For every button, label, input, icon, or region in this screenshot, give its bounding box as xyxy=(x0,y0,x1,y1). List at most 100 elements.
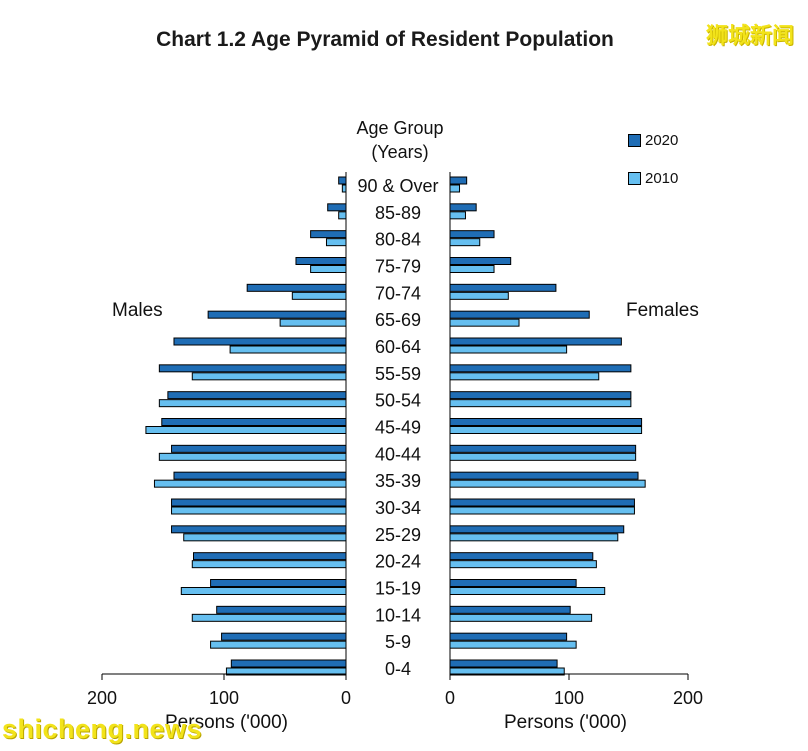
watermark-logo-bottom: shicheng.news xyxy=(2,714,203,744)
bar-males-2020-60-64 xyxy=(173,337,347,346)
age-group-label: 0-4 xyxy=(385,659,411,679)
age-group-label: 5-9 xyxy=(385,632,411,652)
bar-females-2020-55-59 xyxy=(449,364,632,373)
bar-females-2020-5-9 xyxy=(449,632,568,641)
bar-males-2010-55-59 xyxy=(191,372,347,381)
age-group-label: 45-49 xyxy=(375,418,421,438)
age-group-label: 80-84 xyxy=(375,230,421,250)
bar-females-2010-75-79 xyxy=(449,265,495,273)
bar-females-2020-35-39 xyxy=(449,471,639,480)
bar-females-2010-90-and-Over xyxy=(449,184,461,193)
bar-females-2010-50-54 xyxy=(449,399,632,408)
bar-females-2020-0-4 xyxy=(449,659,558,668)
bar-males-2020-0-4 xyxy=(230,659,347,668)
x-tick-label-right: 200 xyxy=(673,688,703,708)
bar-females-2010-55-59 xyxy=(449,372,600,381)
bar-males-2010-5-9 xyxy=(210,640,347,649)
bar-females-2020-25-29 xyxy=(449,525,625,534)
x-tick-label-right: 0 xyxy=(445,688,455,708)
bar-males-2020-35-39 xyxy=(173,471,347,480)
bar-males-2010-70-74 xyxy=(291,291,347,300)
bar-females-2020-10-14 xyxy=(449,605,571,614)
bar-males-2010-30-34 xyxy=(171,506,347,515)
legend-item-2020: 2020 xyxy=(628,132,678,149)
bar-males-2010-85-89 xyxy=(338,211,347,220)
bar-males-2020-75-79 xyxy=(295,257,347,265)
watermark-logo-top: 狮城新闻 xyxy=(705,23,794,48)
age-group-label: 65-69 xyxy=(375,310,421,330)
age-group-label: 20-24 xyxy=(375,552,421,572)
bar-males-2020-45-49 xyxy=(161,418,347,426)
age-group-label: 50-54 xyxy=(375,391,421,411)
bar-males-2020-20-24 xyxy=(193,552,347,561)
bar-females-2020-90-and-Over xyxy=(449,176,468,185)
bar-males-2010-65-69 xyxy=(279,318,347,327)
bar-females-2010-80-84 xyxy=(449,238,481,247)
bar-females-2010-40-44 xyxy=(449,452,637,461)
x-axis-title-left: Persons ('000) xyxy=(165,712,288,733)
age-group-label: 15-19 xyxy=(375,579,421,599)
age-group-unit: (Years) xyxy=(371,142,429,162)
bar-males-2020-80-84 xyxy=(310,230,347,239)
bar-males-2010-50-54 xyxy=(158,399,347,408)
legend-swatch-2010 xyxy=(628,171,641,185)
males-label: Males xyxy=(112,300,163,321)
bar-females-2010-10-14 xyxy=(449,613,593,622)
bar-males-2020-40-44 xyxy=(171,444,347,453)
age-group-label: 60-64 xyxy=(375,337,421,357)
legend-label-2010: 2010 xyxy=(645,170,679,187)
bar-males-2020-5-9 xyxy=(221,632,347,641)
legend-label-2020: 2020 xyxy=(645,132,679,149)
x-tick-label-left: 100 xyxy=(209,688,239,708)
bar-females-2020-20-24 xyxy=(449,552,594,561)
bar-females-2020-30-34 xyxy=(449,498,635,507)
bar-males-2010-80-84 xyxy=(325,238,347,247)
chart-title: Chart 1.2 Age Pyramid of Resident Popula… xyxy=(156,28,614,51)
x-axis-title-right: Persons ('000) xyxy=(504,712,627,733)
bar-females-2020-75-79 xyxy=(449,257,512,265)
bar-males-2020-10-14 xyxy=(216,605,347,614)
bar-males-2010-90-and-Over xyxy=(341,184,347,193)
bar-males-2010-10-14 xyxy=(191,613,347,622)
bar-males-2020-50-54 xyxy=(167,391,347,400)
bar-males-2020-90-and-Over xyxy=(338,176,347,185)
bar-males-2020-15-19 xyxy=(210,579,347,587)
x-tick-label-right: 100 xyxy=(554,688,584,708)
age-group-label: 75-79 xyxy=(375,257,421,277)
bar-females-2020-15-19 xyxy=(449,579,577,587)
bar-females-2020-80-84 xyxy=(449,230,495,239)
bar-females-2020-40-44 xyxy=(449,444,637,453)
bar-females-2010-30-34 xyxy=(449,506,635,515)
bar-females-2010-5-9 xyxy=(449,640,577,649)
bar-females-2010-15-19 xyxy=(449,587,606,595)
x-tick-label-left: 0 xyxy=(341,688,351,708)
legend-swatch-2020 xyxy=(628,133,641,147)
bar-females-2020-50-54 xyxy=(449,391,632,400)
age-group-header: Age Group xyxy=(356,118,444,138)
age-group-label: 30-34 xyxy=(375,498,421,518)
bar-males-2010-75-79 xyxy=(310,265,347,273)
bar-males-2020-30-34 xyxy=(171,498,347,507)
females-label: Females xyxy=(626,300,699,321)
bar-males-2020-65-69 xyxy=(207,310,347,319)
bar-females-2020-70-74 xyxy=(449,283,557,292)
bar-males-2010-15-19 xyxy=(180,587,347,595)
bar-males-2010-20-24 xyxy=(191,560,347,569)
bar-males-2020-70-74 xyxy=(246,283,347,292)
bar-females-2020-60-64 xyxy=(449,337,622,346)
bar-males-2010-40-44 xyxy=(158,452,347,461)
age-group-label: 85-89 xyxy=(375,203,421,223)
bar-females-2020-45-49 xyxy=(449,418,643,426)
bar-females-2010-25-29 xyxy=(449,533,619,542)
bar-females-2010-45-49 xyxy=(449,426,643,434)
bar-females-2010-60-64 xyxy=(449,345,568,354)
bar-males-2020-55-59 xyxy=(158,364,347,373)
age-group-label: 55-59 xyxy=(375,364,421,384)
bar-females-2010-70-74 xyxy=(449,291,509,300)
bar-females-2020-65-69 xyxy=(449,310,590,319)
age-group-label: 10-14 xyxy=(375,605,421,625)
bar-males-2010-35-39 xyxy=(153,479,347,488)
bar-females-2010-65-69 xyxy=(449,318,520,327)
